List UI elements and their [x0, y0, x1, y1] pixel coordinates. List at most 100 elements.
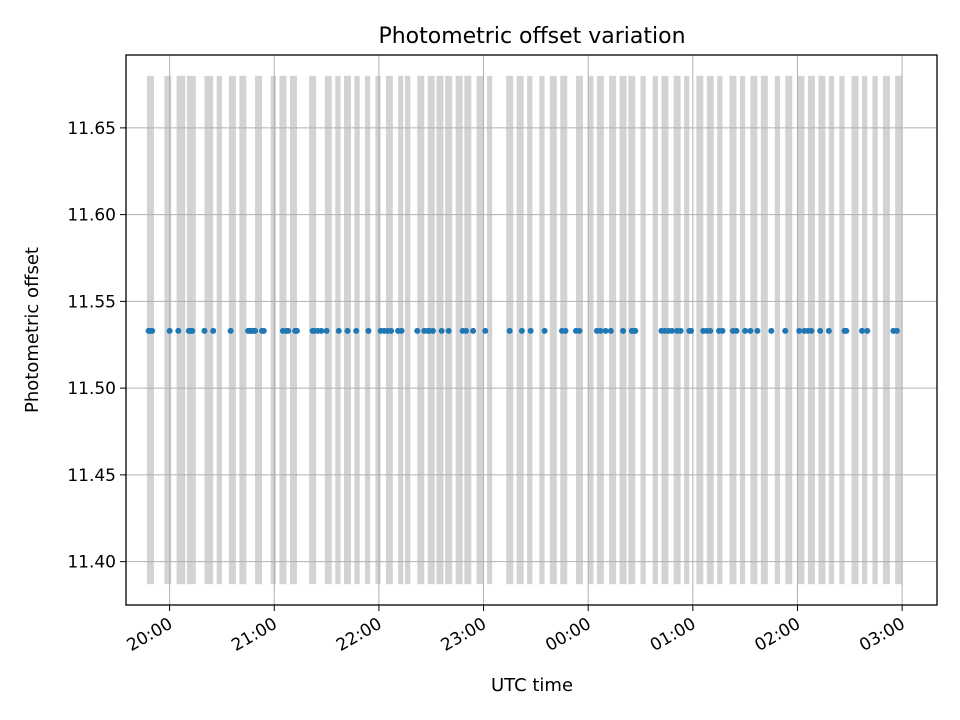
data-point — [260, 327, 267, 334]
data-point — [632, 327, 639, 334]
observation-band — [255, 75, 263, 585]
data-point — [796, 327, 803, 334]
observation-band — [239, 75, 247, 585]
data-point — [175, 327, 182, 334]
observation-band — [405, 75, 411, 585]
data-point — [576, 327, 583, 334]
observation-band — [476, 75, 484, 585]
data-point — [843, 327, 850, 334]
data-point — [293, 327, 300, 334]
observation-band — [204, 75, 214, 585]
data-point — [754, 327, 761, 334]
plot-frame — [125, 54, 938, 606]
x-tick-label: 00:00 — [542, 614, 594, 656]
y-tick-label: 11.60 — [67, 206, 116, 226]
data-point — [893, 327, 900, 334]
data-point — [768, 327, 775, 334]
y-tick-label: 11.65 — [67, 119, 116, 139]
data-point — [335, 327, 342, 334]
data-point — [166, 327, 173, 334]
data-point — [607, 327, 614, 334]
data-point — [859, 327, 866, 334]
data-point — [506, 327, 513, 334]
y-tick-label: 11.50 — [67, 379, 116, 399]
data-point — [252, 327, 259, 334]
observation-band — [487, 75, 493, 585]
data-point — [227, 327, 234, 334]
data-point — [344, 327, 351, 334]
data-point — [747, 327, 754, 334]
data-point — [518, 327, 525, 334]
data-point — [620, 327, 627, 334]
data-point — [482, 327, 489, 334]
data-point — [817, 327, 824, 334]
data-point — [719, 327, 726, 334]
data-point — [562, 327, 569, 334]
y-tick-label: 11.45 — [67, 466, 116, 486]
x-tick-label: 21:00 — [228, 614, 280, 656]
data-point — [388, 327, 395, 334]
x-tick-label: 20:00 — [124, 614, 176, 656]
data-point — [201, 327, 208, 334]
data-point — [602, 327, 609, 334]
data-point — [353, 327, 360, 334]
observation-band — [216, 75, 222, 585]
y-axis-label: Photometric offset — [22, 247, 43, 413]
data-point — [398, 327, 405, 334]
observation-band — [851, 75, 859, 585]
observation-band — [696, 75, 704, 585]
x-tick-label: 23:00 — [438, 614, 490, 656]
data-point — [825, 327, 832, 334]
data-point — [733, 327, 740, 334]
data-point — [318, 327, 325, 334]
data-point — [463, 327, 470, 334]
observation-band — [652, 75, 658, 585]
data-point — [688, 327, 695, 334]
x-axis-ticks: 20:00 21:00 22:00 23:00 00:00 01:00 02:00 03:00 — [124, 605, 909, 656]
observation-band — [549, 75, 557, 585]
observation-band — [785, 75, 793, 585]
observation-band — [640, 75, 646, 585]
data-point — [323, 327, 330, 334]
observation-band — [455, 75, 463, 585]
data-point — [782, 327, 789, 334]
observation-band — [270, 75, 276, 585]
data-point — [597, 327, 604, 334]
x-tick-label: 22:00 — [333, 614, 385, 656]
data-points — [145, 327, 900, 334]
data-point — [864, 327, 871, 334]
x-axis-label: UTC time — [491, 675, 573, 696]
data-point — [527, 327, 534, 334]
observation-band — [750, 75, 758, 585]
y-tick-label: 11.55 — [67, 292, 116, 312]
data-point — [742, 327, 749, 334]
data-point — [149, 327, 156, 334]
observation-band — [760, 75, 768, 585]
x-tick-label: 02:00 — [752, 614, 804, 656]
chart-title: Photometric offset variation — [378, 24, 685, 49]
data-point — [429, 327, 436, 334]
data-point — [210, 327, 217, 334]
x-tick-label: 03:00 — [856, 614, 908, 656]
observation-band — [417, 75, 425, 585]
observation-band — [872, 75, 878, 585]
data-point — [438, 327, 445, 334]
data-point — [677, 327, 684, 334]
data-point — [470, 327, 477, 334]
observation-band — [882, 75, 890, 585]
data-point — [285, 327, 292, 334]
observation-band — [588, 75, 594, 585]
data-point — [541, 327, 548, 334]
y-tick-label: 11.40 — [67, 553, 116, 573]
data-point — [365, 327, 372, 334]
y-axis-ticks: 11.40 11.45 11.50 11.55 11.60 11.65 — [67, 119, 126, 573]
data-point — [808, 327, 815, 334]
data-point — [445, 327, 452, 334]
data-point — [189, 327, 196, 334]
data-point — [414, 327, 421, 334]
data-point — [668, 327, 675, 334]
observation-band — [774, 75, 781, 585]
x-tick-label: 01:00 — [647, 614, 699, 656]
data-point — [707, 327, 714, 334]
